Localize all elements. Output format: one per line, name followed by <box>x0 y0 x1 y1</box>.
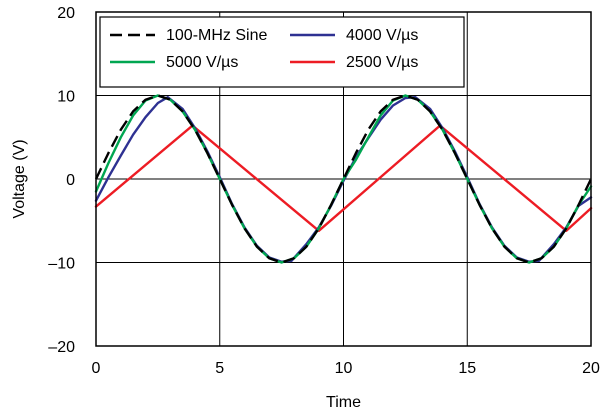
plot-frame <box>95 11 592 347</box>
x-axis-label: Time <box>326 394 361 411</box>
tick-labels: 0 5 10 15 20 –20 –10 0 10 20 <box>48 5 600 377</box>
y-tick-label: 0 <box>66 172 75 189</box>
y-tick-label: –10 <box>48 256 75 273</box>
y-axis-label: Voltage (V) <box>11 139 28 218</box>
series-line-3 <box>94 124 593 233</box>
y-tick-label: –20 <box>48 339 75 356</box>
legend-box <box>99 16 465 88</box>
x-tick-label: 5 <box>215 360 224 377</box>
x-tick-label: 20 <box>582 360 600 377</box>
series-line-0 <box>94 94 593 264</box>
series-lines <box>94 94 593 264</box>
x-tick-label: 0 <box>92 360 101 377</box>
legend-label: 5000 V/µs <box>166 54 238 71</box>
legend: 100-MHz Sine 4000 V/µs 5000 V/µs 2500 V/µs <box>99 16 465 88</box>
x-tick-label: 10 <box>335 360 353 377</box>
legend-label: 2500 V/µs <box>346 54 418 71</box>
y-tick-label: 20 <box>57 5 75 22</box>
legend-label: 100-MHz Sine <box>166 27 267 44</box>
legend-label: 4000 V/µs <box>346 27 418 44</box>
y-tick-label: 10 <box>57 89 75 106</box>
x-tick-label: 15 <box>458 360 476 377</box>
